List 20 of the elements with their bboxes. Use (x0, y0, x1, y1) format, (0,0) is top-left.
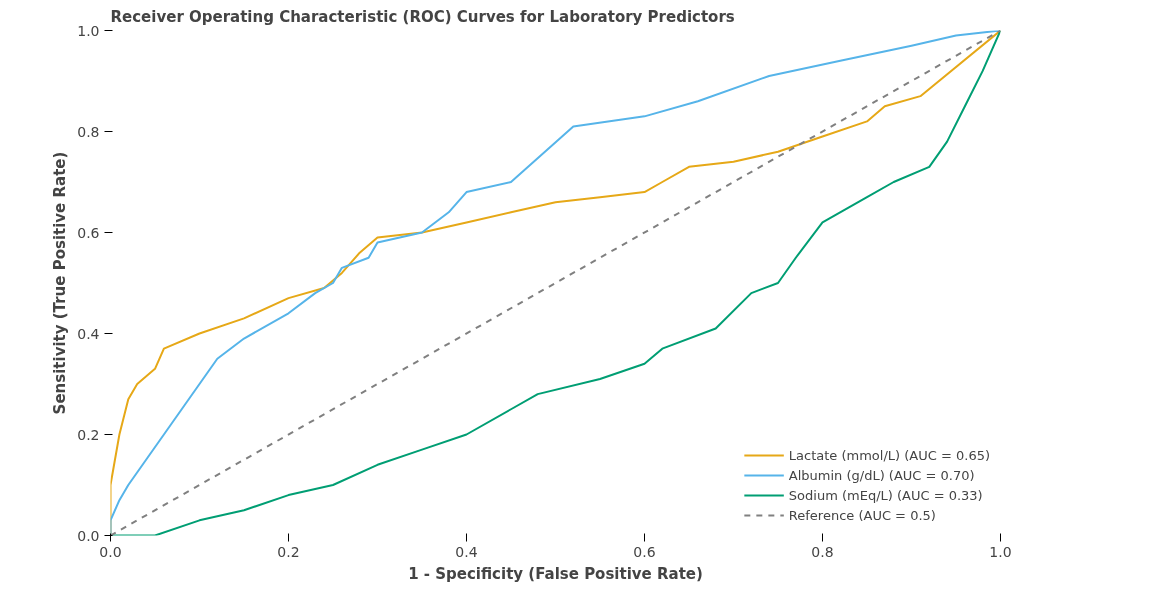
y-tick-label: 1.0 (77, 22, 100, 39)
chart-title: Receiver Operating Characteristic (ROC) Curves for Laboratory Predictors (110, 7, 735, 26)
y-tick-label: 0.2 (77, 426, 100, 443)
y-tick-label: 0.8 (77, 123, 100, 140)
legend-label: Albumin (g/dL) (AUC = 0.70) (788, 467, 975, 483)
line-series (110, 30, 1001, 536)
legend-label: Sodium (mEq/L) (AUC = 0.33) (788, 487, 983, 503)
y-tick-label: 0.0 (77, 527, 100, 544)
x-tick-label: 0.4 (455, 543, 478, 560)
x-tick-label: 1.0 (989, 543, 1012, 560)
x-tick-label: 0.6 (633, 543, 656, 560)
x-axis-title: 1 - Specificity (False Positive Rate) (408, 564, 703, 583)
y-tick-label: 0.4 (77, 325, 100, 342)
y-axis-title: Sensitivity (True Positive Rate) (51, 151, 70, 415)
x-tick-label: 0.2 (277, 543, 300, 560)
x-tick-label: 0.8 (811, 543, 834, 560)
y-tick-label: 0.6 (77, 224, 100, 241)
legend-label: Lactate (mmol/L) (AUC = 0.65) (788, 447, 990, 463)
legend-label: Reference (AUC = 0.5) (788, 507, 936, 523)
x-tick-label: 0.0 (99, 543, 122, 560)
